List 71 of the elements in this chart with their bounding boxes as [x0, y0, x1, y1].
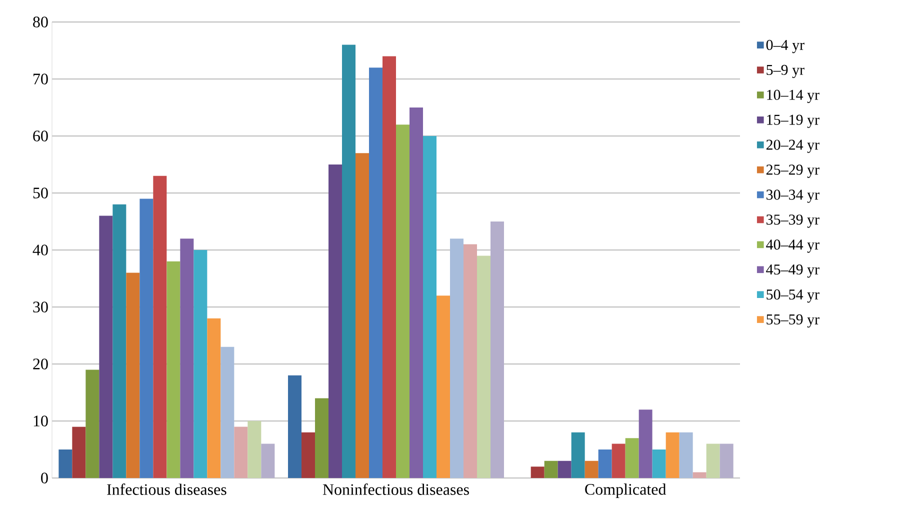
- y-tick-label: 60: [33, 130, 48, 142]
- bar: [679, 432, 693, 478]
- y-tick-label: 10: [34, 416, 48, 426]
- x-tick-label: Noninfectious diseases: [322, 484, 469, 495]
- bar: [625, 438, 639, 478]
- bar: [58, 450, 72, 478]
- x-tick-label: Complicated: [585, 484, 666, 498]
- bar: [315, 398, 329, 478]
- bar: [328, 164, 342, 478]
- legend-label: 25–29 yr: [766, 164, 820, 178]
- bar: [356, 153, 370, 478]
- legend-label: 40–44 yr: [766, 240, 820, 253]
- bar: [180, 238, 194, 478]
- y-tick-label: 80: [33, 16, 48, 28]
- bar: [477, 256, 491, 478]
- bar: [369, 68, 383, 478]
- bar: [396, 124, 410, 478]
- bar: [207, 318, 221, 478]
- bar: [112, 204, 126, 478]
- bar: [342, 44, 356, 478]
- y-tick-label: 50: [33, 188, 48, 198]
- legend-label: 5–9 yr: [766, 64, 804, 78]
- y-tick-label: 0: [41, 472, 48, 484]
- bar: [72, 426, 86, 478]
- bar: [720, 444, 734, 478]
- bar: [544, 460, 558, 478]
- bar: [99, 216, 113, 478]
- bar: [166, 261, 180, 478]
- bar: [140, 198, 154, 478]
- bar: [692, 472, 706, 478]
- legend-label: 10–14 yr: [767, 90, 820, 103]
- bar: [464, 244, 478, 478]
- bar: [126, 272, 140, 478]
- bar: [571, 432, 585, 478]
- bar: [423, 136, 437, 478]
- legend-label: 55–59 yr: [766, 314, 820, 328]
- x-tick-label: Infectious diseases: [107, 484, 226, 495]
- legend-label: 30–34 yr: [766, 190, 820, 203]
- legend-label: 45–49 yr: [766, 264, 820, 278]
- bar: [666, 432, 680, 478]
- legend-label: 0–4 yr: [766, 40, 804, 54]
- bar: [261, 444, 275, 478]
- legend-label: 35–39 yr: [766, 214, 820, 228]
- bar: [194, 250, 208, 478]
- bar: [598, 450, 612, 478]
- bar: [86, 370, 100, 478]
- legend-label: 15–19 yr: [767, 114, 820, 128]
- legend-label: 20–24 yr: [766, 140, 820, 153]
- bar: [288, 375, 302, 478]
- bar: [584, 460, 598, 478]
- y-tick-label: 40: [32, 244, 48, 256]
- bar: [302, 432, 315, 478]
- bar: [652, 450, 666, 478]
- bar: [638, 410, 652, 478]
- bar: [706, 444, 720, 478]
- bar: [248, 421, 262, 478]
- bar: [382, 56, 396, 478]
- bar: [153, 176, 167, 478]
- bar: [450, 238, 464, 478]
- bar: [410, 108, 423, 478]
- bar: [530, 466, 544, 478]
- bar: [220, 346, 234, 478]
- y-tick-label: 70: [34, 74, 48, 84]
- bar: [558, 460, 572, 478]
- y-tick-label: 20: [33, 358, 48, 370]
- y-tick-label: 30: [33, 302, 48, 312]
- bar: [612, 444, 626, 478]
- bar: [234, 426, 248, 478]
- bar: [490, 222, 504, 478]
- legend-label: 50–54 yr: [766, 289, 820, 303]
- bar: [436, 296, 450, 478]
